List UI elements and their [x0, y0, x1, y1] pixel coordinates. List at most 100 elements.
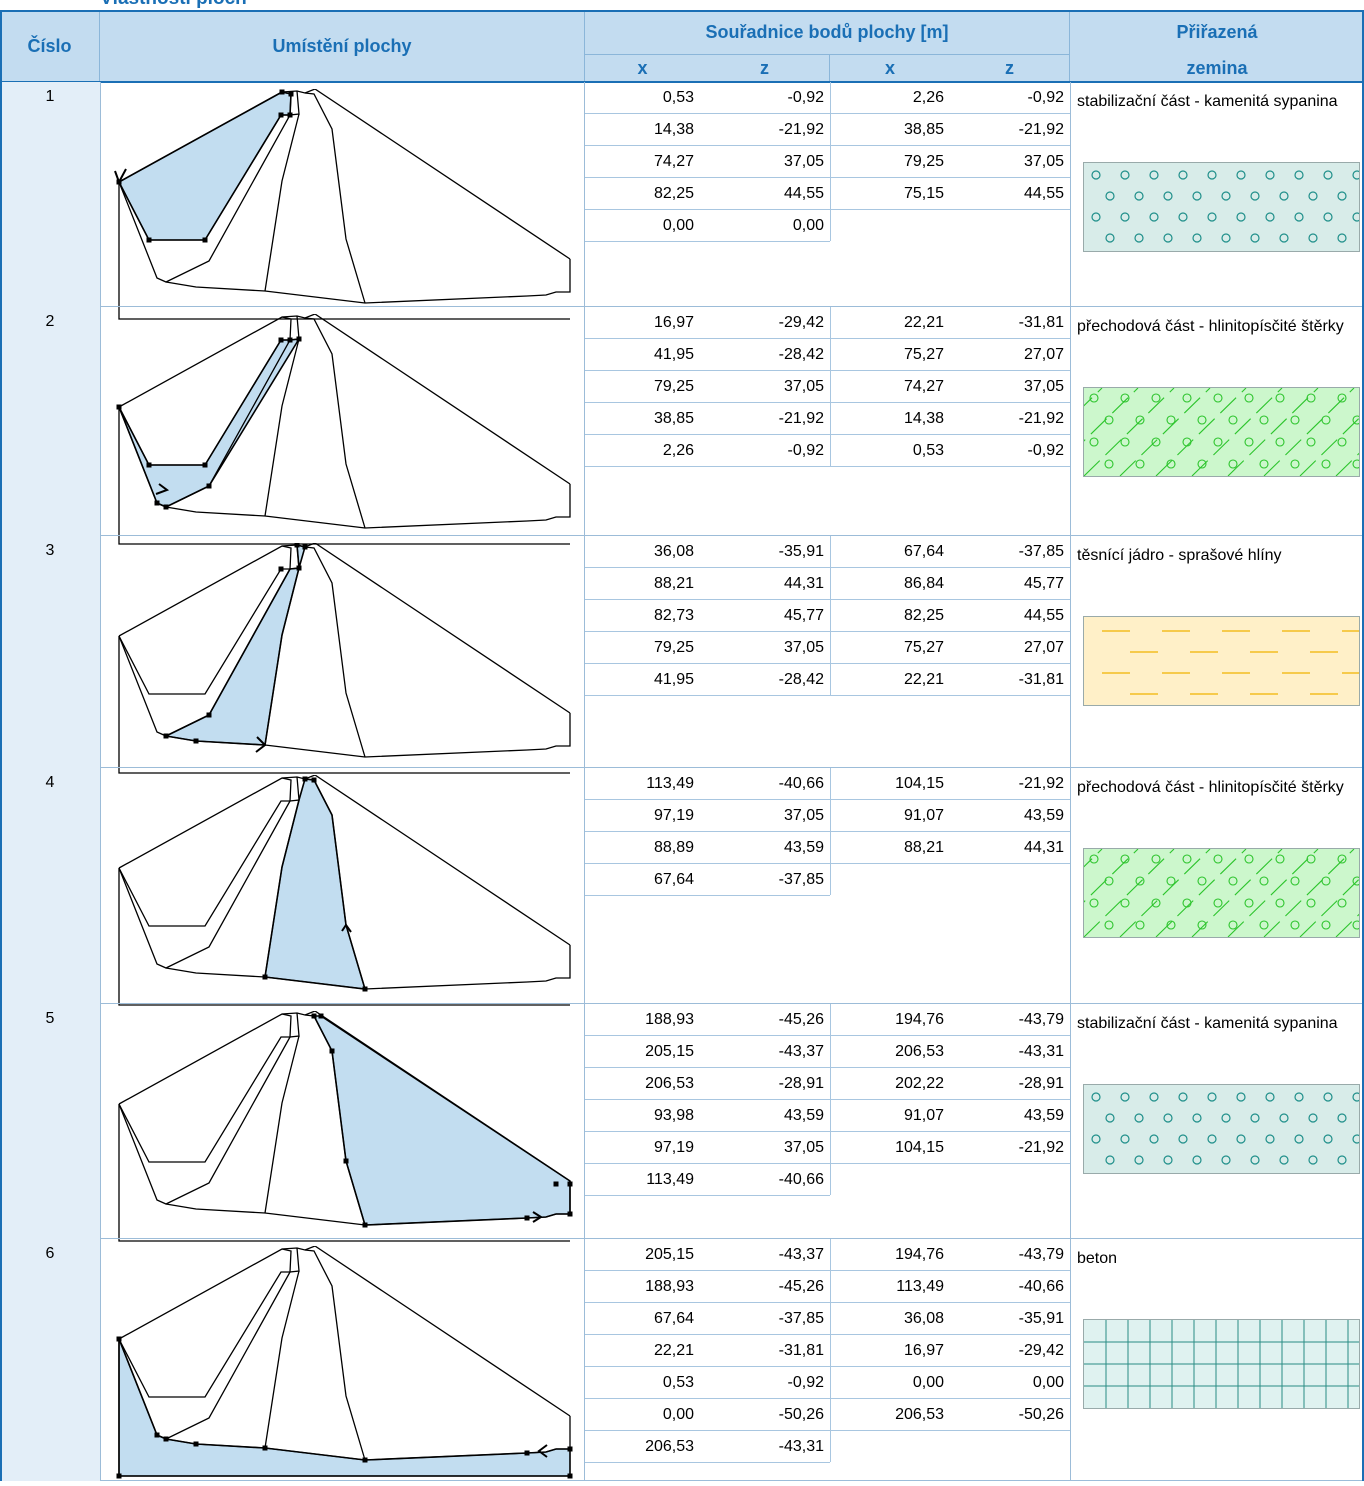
coord-x1-value: 97,19 [653, 807, 694, 824]
gravel-circle [1290, 920, 1300, 930]
coord-z2-value: -0,92 [1027, 89, 1064, 106]
gravel-circle [1228, 459, 1238, 469]
dam-transition-outline [118, 1012, 300, 1205]
coord-x2-value: 88,21 [903, 839, 944, 856]
dam-base-outline [118, 407, 570, 545]
coord-x2-value: 75,15 [903, 185, 944, 202]
gravel-circle [1213, 898, 1223, 908]
soil-name: přechodová část - hlinitopísčité štěrky [1077, 779, 1344, 796]
coord-column-separator [830, 339, 831, 370]
pebble-circle [1134, 1155, 1144, 1165]
pebble-circle [1294, 1092, 1304, 1102]
highlighted-area [265, 779, 365, 989]
coord-x1-value: 188,93 [645, 1278, 694, 1295]
soil-cell: stabilizační část - kamenitá sypanina [1070, 82, 1364, 307]
coord-z2-value: 37,05 [1023, 153, 1064, 170]
coordinate-row: 41,95 -28,42 22,21 -31,81 [585, 664, 1070, 696]
gravel-circle [1104, 876, 1114, 886]
pebble-circle [1323, 170, 1333, 180]
coord-z2-value: 43,59 [1023, 807, 1064, 824]
pebble-circle [1163, 1113, 1173, 1123]
dam-core-downstream-line [304, 92, 366, 304]
gravel-stripe [1299, 412, 1364, 477]
gravel-circle [1352, 415, 1362, 425]
gravel-stripe [1263, 848, 1355, 938]
coord-z2-value: -29,42 [1018, 1342, 1064, 1359]
coordinate-row: 2,26 -0,92 0,53 -0,92 [585, 435, 1070, 467]
pebble-circle [1192, 1113, 1202, 1123]
coord-column-separator [830, 114, 831, 145]
coord-column-separator [830, 403, 831, 434]
gravel-circle [1135, 876, 1145, 886]
pebble-circle [1308, 191, 1318, 201]
gravel-circle [1166, 415, 1176, 425]
coord-column-separator [830, 1004, 831, 1035]
direction-arrow-icon [114, 168, 127, 185]
vertex-marker [163, 733, 169, 739]
coord-column-separator [830, 832, 831, 863]
coord-z1-value: -0,92 [787, 1374, 824, 1391]
coord-x1-value: 0,53 [662, 1374, 694, 1391]
coord-z2-value: -28,91 [1018, 1075, 1064, 1092]
gravel-circle [1259, 459, 1269, 469]
gravel-circle [1213, 393, 1223, 403]
soil-pattern-circles-blue [1091, 170, 1362, 243]
coord-column-separator [830, 146, 831, 177]
vertex-marker [287, 337, 293, 343]
coord-x2-value: 194,76 [895, 1011, 944, 1028]
gravel-circle [1104, 920, 1114, 930]
gravel-stripe [1083, 848, 1175, 938]
gravel-circle [1089, 437, 1099, 447]
soil-cell: stabilizační část - kamenitá sypanina [1070, 1004, 1364, 1239]
coord-column-separator [830, 632, 831, 663]
pebble-circle [1149, 1134, 1159, 1144]
coord-z1-value: 37,05 [783, 378, 824, 395]
gravel-circle [1089, 898, 1099, 908]
vertex-marker [262, 1445, 268, 1451]
row-separator [100, 767, 1364, 768]
coordinate-row: 82,25 44,55 75,15 44,55 [585, 178, 1070, 210]
dam-core-downstream-line [304, 317, 366, 529]
soil-cell: přechodová část - hlinitopísčité štěrky [1011, 768, 1364, 1004]
pebble-circle [1091, 1092, 1101, 1102]
gravel-circle [1120, 437, 1130, 447]
gravel-circle [1275, 898, 1285, 908]
coord-x1-value: 36,08 [653, 543, 694, 560]
coord-x1-value: 67,64 [653, 871, 694, 888]
highlighted-area [119, 92, 291, 240]
dam-core-upstream-line [264, 1270, 300, 1449]
coordinate-row: 22,21 -31,81 16,97 -29,42 [585, 1335, 1070, 1367]
coord-z2-value: 37,05 [1023, 378, 1064, 395]
vertex-marker [302, 544, 308, 550]
pebble-circle [1221, 1155, 1231, 1165]
dam-foundation-line [165, 281, 528, 304]
area-number: 2 [45, 313, 55, 330]
dam-crest-outline [118, 1246, 571, 1417]
gravel-circle [1151, 393, 1161, 403]
gravel-stripe [1299, 873, 1364, 938]
pebble-circle [1236, 1092, 1246, 1102]
coord-z1-value: 44,31 [783, 575, 824, 592]
coordinate-row: 206,53 -28,91 202,22 -28,91 [585, 1068, 1070, 1100]
header-z2: z [950, 54, 1070, 82]
coord-z1-value: 44,55 [783, 185, 824, 202]
gravel-stripe [1083, 387, 1175, 477]
soil-name: stabilizační část - kamenitá sypanina [1077, 1015, 1338, 1032]
vertex-marker [524, 1450, 530, 1456]
coord-column-separator [830, 568, 831, 599]
gravel-circle [1321, 876, 1331, 886]
gravel-circle [1275, 437, 1285, 447]
coord-z1-value: 37,05 [783, 807, 824, 824]
coord-x1-value: 93,98 [653, 1107, 694, 1124]
gravel-circle [1135, 920, 1145, 930]
dam-outlines [118, 314, 571, 545]
vertex-marker [116, 1473, 122, 1479]
vertex-marker [163, 1436, 169, 1442]
area-location-cell [100, 82, 585, 320]
soil-name: stabilizační část - kamenitá sypanina [1077, 93, 1338, 110]
coord-column-separator [830, 1271, 831, 1302]
highlighted-area [119, 1339, 570, 1476]
dam-base-outline [118, 1104, 570, 1242]
coord-z1-value: -29,42 [778, 314, 824, 331]
direction-arrow-icon [255, 736, 267, 753]
